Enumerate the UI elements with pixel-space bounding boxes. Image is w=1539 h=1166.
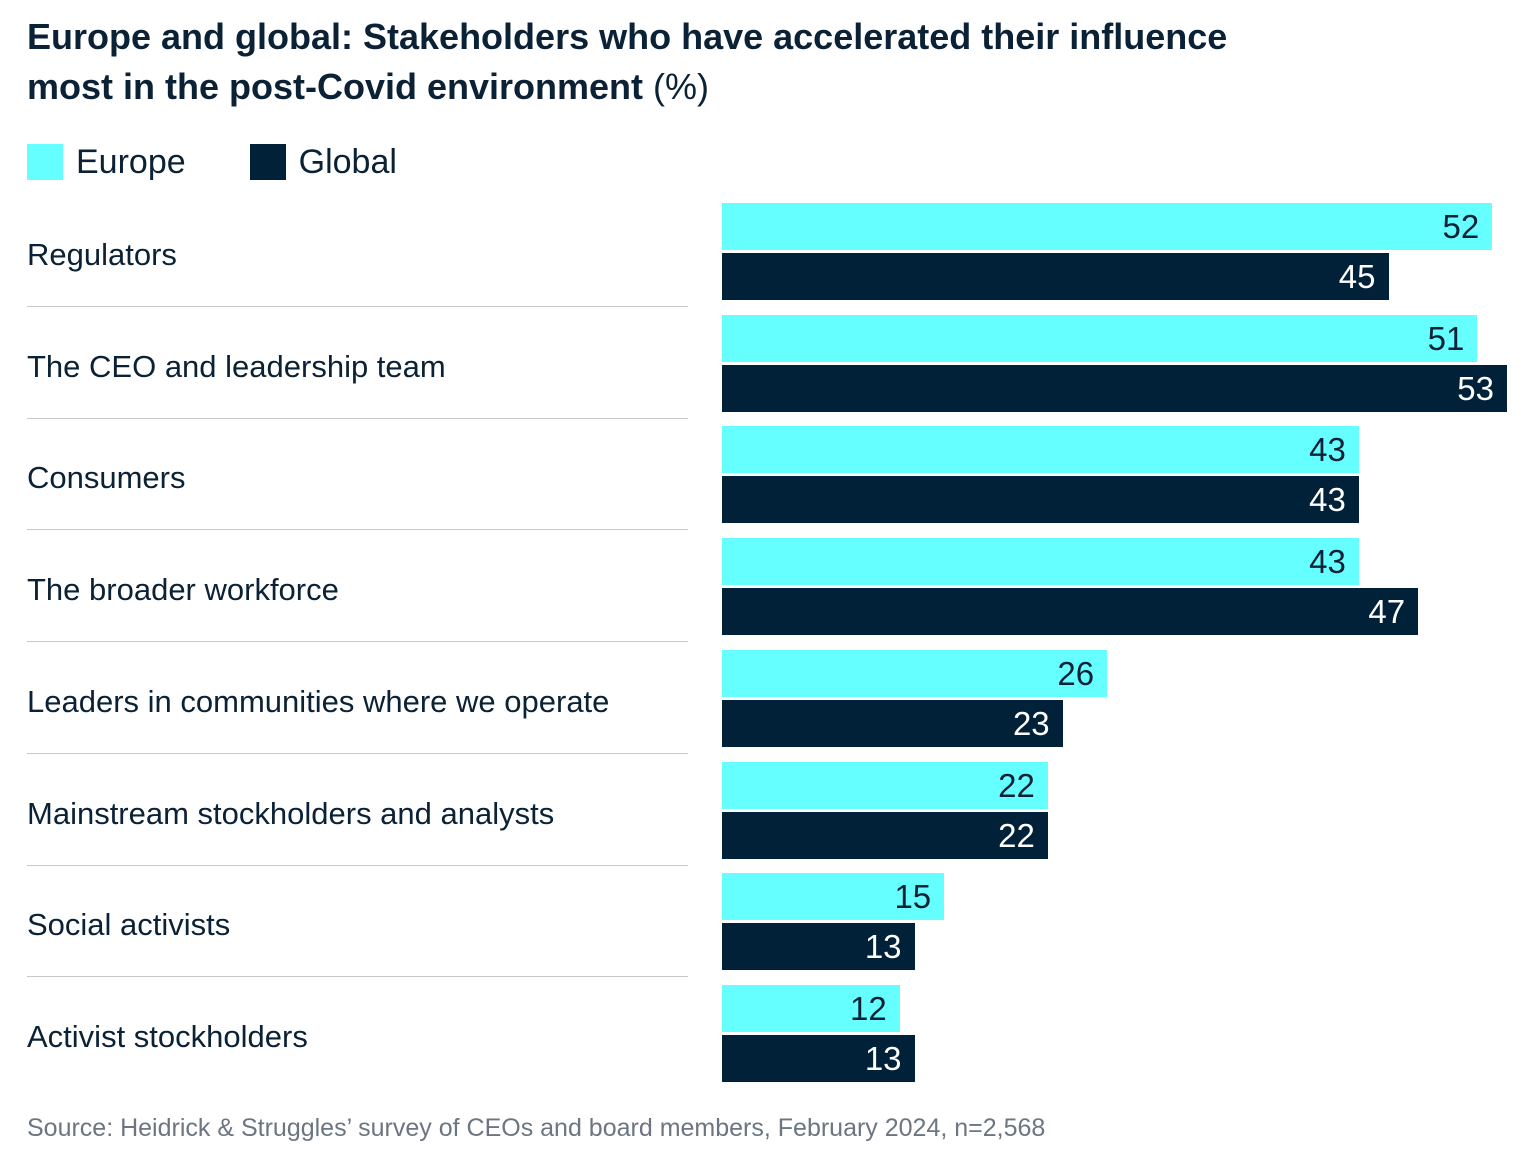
- category-label: Social activists: [27, 907, 231, 943]
- data-label-europe: 22: [998, 766, 1035, 804]
- bar-europe: [722, 984, 900, 1032]
- source-note: Source: Heidrick & Struggles’ survey of …: [27, 1114, 1046, 1142]
- data-label-europe: 12: [850, 989, 887, 1027]
- title-line-1: Europe and global: Stakeholders who have…: [27, 16, 1228, 57]
- title-unit: (%): [653, 66, 710, 107]
- bar-europe: [722, 426, 1359, 474]
- chart-title: Europe and global: Stakeholders who have…: [27, 12, 1507, 112]
- bar-europe: [722, 203, 1493, 250]
- row-divider: [27, 417, 688, 419]
- bar-global: [722, 699, 1063, 747]
- bar-global: [722, 588, 1419, 636]
- bar-global: [722, 364, 1507, 412]
- data-label-europe: 43: [1309, 431, 1346, 469]
- row-divider: [27, 306, 688, 307]
- bar-global: [722, 1034, 915, 1082]
- category-label: Regulators: [27, 237, 177, 272]
- legend-item-global: Global: [249, 142, 397, 182]
- row-divider: [27, 976, 688, 978]
- row-divider: [27, 529, 688, 531]
- legend-item-europe: Europe: [27, 143, 186, 182]
- data-label-global: 53: [1457, 369, 1494, 407]
- data-label-europe: 26: [1057, 654, 1095, 692]
- legend: Europe Global: [27, 142, 461, 182]
- bar-global: [722, 476, 1359, 524]
- data-label-global: 47: [1368, 593, 1406, 631]
- bar-europe: [722, 761, 1048, 809]
- bar-europe: [722, 538, 1359, 586]
- category-label: The CEO and leadership team: [27, 348, 446, 384]
- data-label-europe: 52: [1442, 208, 1480, 245]
- category-label: Consumers: [27, 460, 186, 496]
- row-divider: [27, 864, 688, 866]
- data-label-europe: 51: [1427, 319, 1465, 357]
- category-label: Activist stockholders: [27, 1018, 308, 1054]
- bar-global: [722, 811, 1048, 859]
- title-line-2: most in the post-Covid environment: [27, 66, 644, 107]
- data-label-global: 45: [1338, 258, 1376, 295]
- row-divider: [27, 641, 688, 643]
- category-label: Leaders in communities where we operate: [27, 683, 610, 719]
- bar-europe: [722, 649, 1108, 697]
- category-label: Mainstream stockholders and analysts: [27, 795, 555, 831]
- data-label-europe: 15: [894, 878, 932, 916]
- legend-label-europe: Europe: [76, 142, 186, 181]
- data-label-europe: 43: [1309, 543, 1346, 581]
- bar-global: [722, 253, 1389, 300]
- legend-swatch-europe: [27, 144, 63, 180]
- legend-label-global: Global: [298, 142, 397, 181]
- data-label-global: 43: [1309, 481, 1346, 519]
- category-label: The broader workforce: [27, 572, 339, 608]
- data-label-global: 22: [998, 816, 1035, 854]
- data-label-global: 23: [1012, 704, 1050, 742]
- legend-swatch-global: [249, 144, 286, 180]
- bar-europe: [722, 873, 945, 921]
- bar-europe: [722, 314, 1478, 362]
- bar-global: [722, 923, 915, 971]
- data-label-global: 13: [864, 928, 902, 966]
- data-label-global: 13: [864, 1039, 902, 1077]
- row-divider: [27, 752, 688, 754]
